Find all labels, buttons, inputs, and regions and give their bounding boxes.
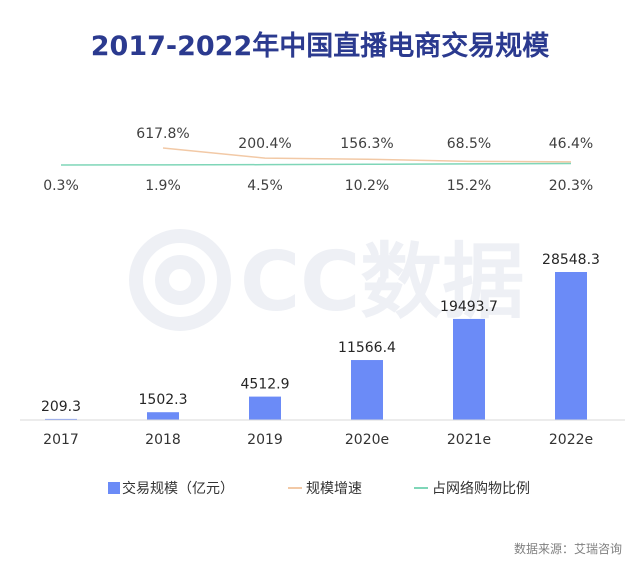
- x-tick-label: 2019: [247, 432, 283, 448]
- bar-2018: [147, 412, 179, 420]
- share-label: 10.2%: [345, 178, 389, 194]
- bar-2020e: [351, 360, 383, 420]
- x-tick-label: 2017: [43, 432, 79, 448]
- legend-label-bar: 交易规模（亿元）: [122, 480, 234, 497]
- bar-value-label: 28548.3: [542, 252, 600, 268]
- growth-rate-label: 46.4%: [549, 136, 593, 152]
- bar-value-label: 4512.9: [241, 377, 290, 393]
- legend-label-share: 占网络购物比例: [432, 481, 530, 497]
- legend-swatch-bar: [108, 482, 120, 494]
- x-tick-label: 2020e: [345, 432, 389, 448]
- share-label: 20.3%: [549, 178, 593, 194]
- x-tick-label: 2022e: [549, 432, 593, 448]
- growth-rate-label: 68.5%: [447, 136, 491, 152]
- share-label: 15.2%: [447, 178, 491, 194]
- chart-title: 2017-2022年中国直播电商交易规模: [91, 30, 550, 62]
- share-label: 1.9%: [145, 178, 181, 194]
- bar-value-label: 11566.4: [338, 340, 396, 356]
- share-label: 4.5%: [247, 178, 283, 194]
- growth-line-layer: 617.8% 200.4% 156.3% 68.5% 46.4%: [136, 126, 593, 163]
- bar-value-label: 209.3: [41, 399, 81, 415]
- legend-label-growth: 规模增速: [306, 481, 362, 497]
- x-tick-label: 2018: [145, 432, 181, 448]
- watermark-text: CC数据: [240, 235, 524, 330]
- share-line-layer: 0.3% 1.9% 4.5% 10.2% 15.2% 20.3%: [43, 162, 593, 194]
- legend: 交易规模（亿元） 规模增速 占网络购物比例: [108, 480, 530, 497]
- bars-layer: 209.3 1502.3 4512.9 11566.4 19493.7 28548.3: [41, 252, 600, 420]
- watermark: CC数据: [129, 229, 524, 331]
- bar-value-label: 1502.3: [139, 392, 188, 408]
- bar-value-label: 19493.7: [440, 299, 498, 315]
- growth-rate-line: [162, 147, 572, 163]
- bar-2017: [45, 418, 77, 420]
- bar-2022e: [555, 272, 587, 420]
- growth-rate-label: 156.3%: [340, 136, 393, 152]
- growth-rate-label: 617.8%: [136, 126, 189, 142]
- bar-2021e: [453, 318, 485, 420]
- share-label: 0.3%: [43, 178, 79, 194]
- x-tick-label: 2021e: [447, 432, 491, 448]
- share-line: [60, 162, 572, 166]
- bar-2019: [249, 396, 281, 420]
- x-axis-ticks: 2017 2018 2019 2020e 2021e 2022e: [43, 432, 593, 448]
- watermark-logo-icon: [129, 229, 231, 331]
- source-note: 数据来源：艾瑞咨询: [514, 541, 622, 556]
- growth-rate-label: 200.4%: [238, 136, 291, 152]
